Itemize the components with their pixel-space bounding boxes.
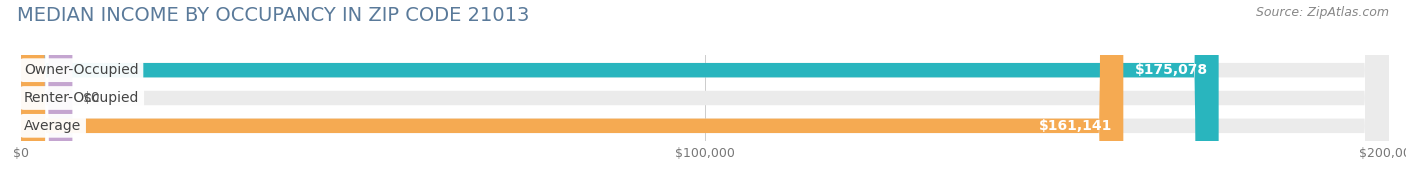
FancyBboxPatch shape: [21, 0, 1389, 196]
Text: Owner-Occupied: Owner-Occupied: [24, 63, 138, 77]
FancyBboxPatch shape: [21, 0, 72, 196]
FancyBboxPatch shape: [21, 0, 1389, 196]
FancyBboxPatch shape: [21, 0, 1219, 196]
Text: Average: Average: [24, 119, 82, 133]
Text: $0: $0: [83, 91, 101, 105]
Text: $175,078: $175,078: [1135, 63, 1208, 77]
Text: Source: ZipAtlas.com: Source: ZipAtlas.com: [1256, 6, 1389, 19]
Text: $161,141: $161,141: [1039, 119, 1112, 133]
Text: Renter-Occupied: Renter-Occupied: [24, 91, 139, 105]
FancyBboxPatch shape: [21, 0, 1389, 196]
FancyBboxPatch shape: [21, 0, 1123, 196]
Text: MEDIAN INCOME BY OCCUPANCY IN ZIP CODE 21013: MEDIAN INCOME BY OCCUPANCY IN ZIP CODE 2…: [17, 6, 529, 25]
